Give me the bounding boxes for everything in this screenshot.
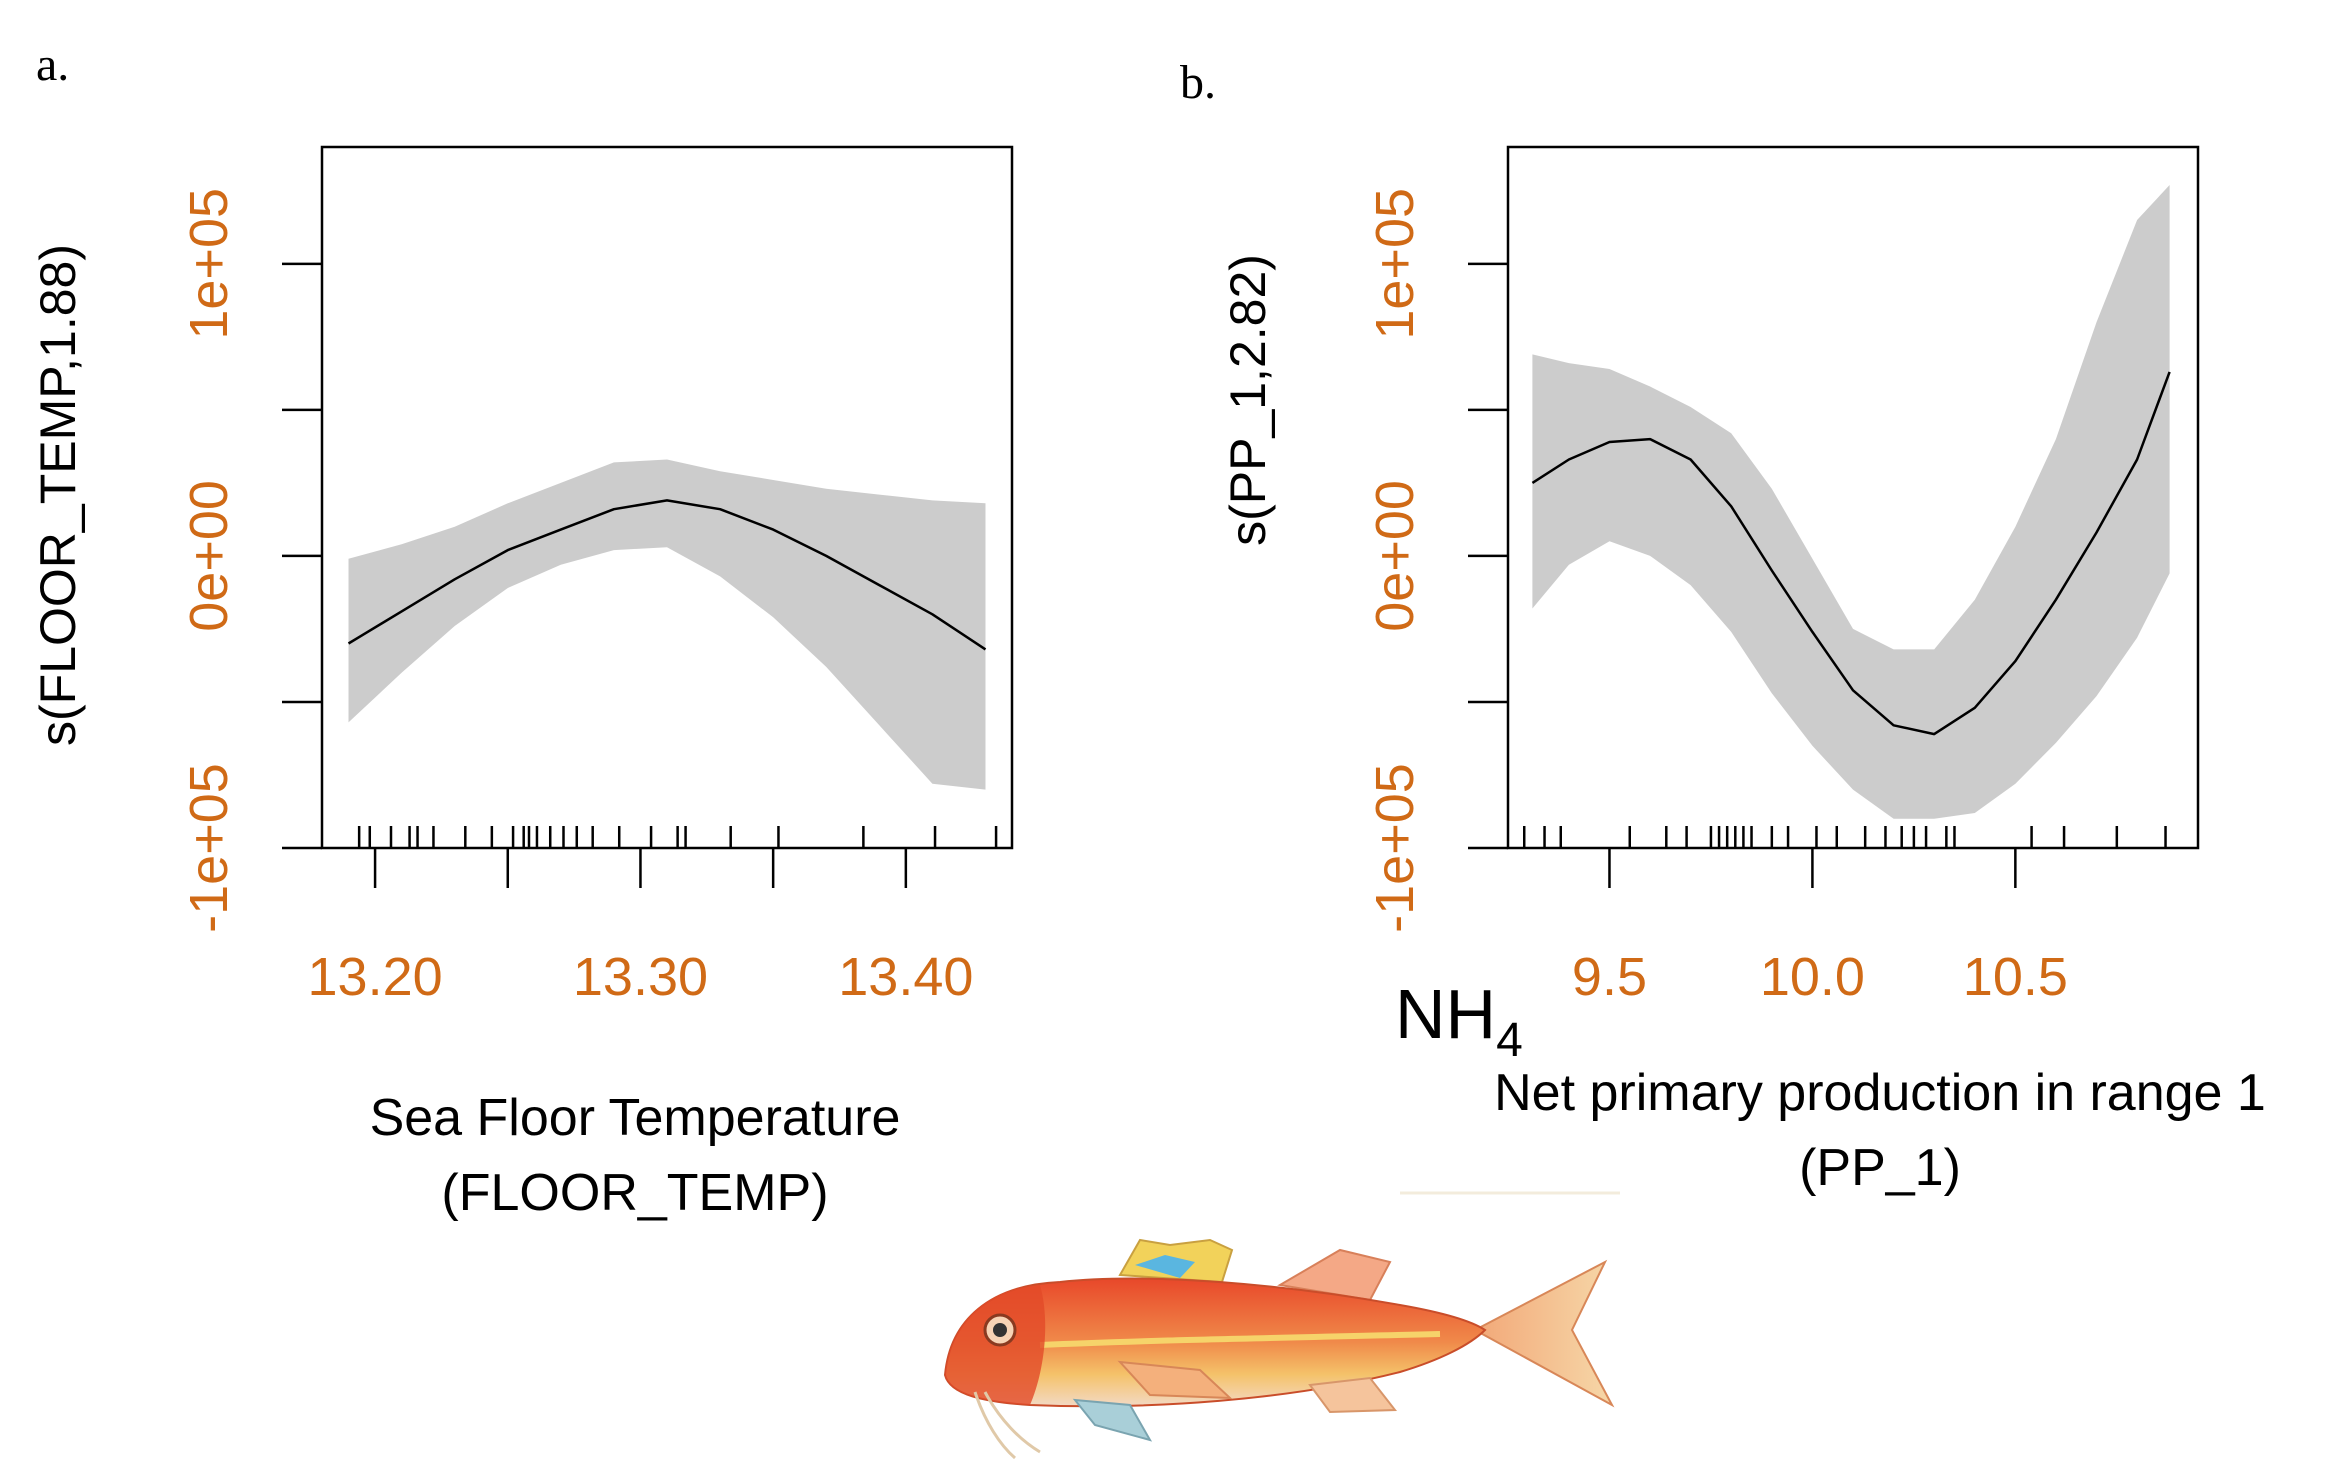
confidence-band xyxy=(348,459,986,790)
panel-a-y-ticks: -1e+05 0e+00 1e+05 xyxy=(179,188,322,933)
confidence-band xyxy=(1532,185,2170,819)
x-tick-label: 10.0 xyxy=(1760,947,1865,1007)
panel-b-line-layer xyxy=(1531,371,2171,736)
panel-a-band-layer xyxy=(348,459,986,790)
y-tick-label: 1e+05 xyxy=(179,188,239,340)
panel-a-x-ticks: 13.20 13.30 13.40 xyxy=(308,848,973,1007)
panel-a-plot-frame xyxy=(320,145,1014,850)
nh4-label: NH4 xyxy=(1395,975,1523,1067)
x-tick-label: 9.5 xyxy=(1572,947,1647,1007)
panel-a-xlabel-line1: Sea Floor Temperature xyxy=(370,1089,901,1147)
y-tick-label: -1e+05 xyxy=(179,763,239,933)
panel-b-xlabel-line2: (PP_1) xyxy=(1799,1139,1961,1197)
panel-b-rug-layer xyxy=(1522,826,2167,848)
panel-b-band-layer xyxy=(1532,185,2170,819)
panel-b-y-ticks: -1e+05 0e+00 1e+05 xyxy=(1365,188,1508,933)
panel-a-rug-layer xyxy=(357,826,998,848)
smooth-fit-line xyxy=(1531,371,2171,736)
panel-b-ylabel: s(PP_1,2.82) xyxy=(1220,254,1276,546)
panel-b-x-ticks: 9.5 10.0 10.5 xyxy=(1572,848,2068,1007)
panel-b: b. s(PP_1,2.82) 9.5 10.0 10.5 -1e+05 0e+00 1… xyxy=(1180,56,2266,1197)
y-tick-label: 1e+05 xyxy=(1365,188,1425,340)
x-tick-label: 13.40 xyxy=(838,947,973,1007)
y-tick-label: 0e+00 xyxy=(1365,480,1425,632)
panel-a-letter: a. xyxy=(36,38,69,91)
panel-a-xlabel-line2: (FLOOR_TEMP) xyxy=(441,1164,828,1222)
x-tick-label: 10.5 xyxy=(1963,947,2068,1007)
y-tick-label: -1e+05 xyxy=(1365,763,1425,933)
x-tick-label: 13.30 xyxy=(573,947,708,1007)
smooth-fit-line xyxy=(347,499,987,651)
panel-b-xlabel-line1: Net primary production in range 1 xyxy=(1494,1064,2266,1122)
panel-a-line-layer xyxy=(347,499,987,651)
panel-a: a. s(FLOOR_TEMP,1.88) 13.20 13.30 13.40 -1… xyxy=(30,38,1014,1222)
y-tick-label: 0e+00 xyxy=(179,480,239,632)
panel-b-letter: b. xyxy=(1180,56,1216,109)
panel-a-ylabel: s(FLOOR_TEMP,1.88) xyxy=(30,244,86,746)
x-tick-label: 13.20 xyxy=(308,947,443,1007)
panel-b-plot-frame xyxy=(1506,145,2200,850)
red-mullet-fish-icon xyxy=(943,1238,1615,1460)
